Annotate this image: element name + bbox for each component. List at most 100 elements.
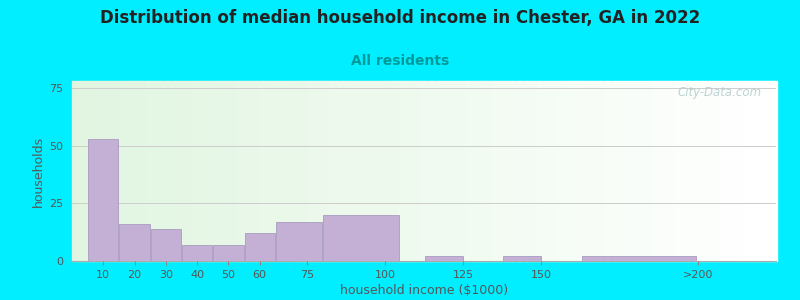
Bar — [540, 81, 544, 261]
Bar — [318, 81, 322, 261]
Bar — [562, 81, 566, 261]
Bar — [251, 81, 256, 261]
Bar — [512, 81, 516, 261]
Bar — [308, 81, 312, 261]
Bar — [614, 81, 618, 261]
Bar — [266, 81, 270, 261]
Bar — [530, 81, 534, 261]
Bar — [558, 81, 562, 261]
Bar — [406, 81, 410, 261]
Bar — [88, 139, 118, 261]
Bar — [329, 81, 333, 261]
Bar — [368, 81, 372, 261]
Bar — [603, 81, 608, 261]
Bar — [610, 81, 614, 261]
Bar — [590, 81, 594, 261]
Bar — [195, 81, 199, 261]
Bar — [695, 81, 699, 261]
Bar — [424, 81, 428, 261]
Bar — [758, 81, 762, 261]
Bar — [93, 81, 98, 261]
Bar — [262, 81, 266, 261]
Bar — [456, 81, 460, 261]
Bar — [459, 81, 463, 261]
Bar — [153, 81, 157, 261]
Bar — [110, 81, 115, 261]
Bar — [273, 81, 277, 261]
Bar — [100, 81, 104, 261]
Bar — [79, 81, 83, 261]
Bar — [466, 81, 470, 261]
Bar — [414, 81, 418, 261]
Bar — [762, 81, 766, 261]
Bar — [470, 81, 474, 261]
Bar — [565, 81, 569, 261]
Bar — [399, 81, 403, 261]
Bar — [533, 81, 538, 261]
Bar — [547, 81, 551, 261]
Bar — [139, 81, 143, 261]
Bar — [670, 81, 674, 261]
Bar — [660, 81, 664, 261]
Bar — [132, 81, 136, 261]
Bar — [445, 81, 450, 261]
Bar — [220, 81, 224, 261]
Bar — [713, 81, 717, 261]
Bar — [346, 81, 350, 261]
Bar — [357, 81, 362, 261]
Bar — [537, 81, 541, 261]
Bar — [146, 81, 150, 261]
Bar — [170, 81, 174, 261]
Bar — [425, 256, 462, 261]
Bar — [744, 81, 749, 261]
Bar — [269, 81, 274, 261]
Bar — [304, 81, 309, 261]
Bar — [575, 81, 579, 261]
Bar — [333, 81, 337, 261]
Bar — [502, 81, 506, 261]
Bar — [751, 81, 755, 261]
Bar — [75, 81, 80, 261]
Bar — [122, 81, 126, 261]
Bar — [213, 81, 217, 261]
Bar — [635, 81, 639, 261]
Bar — [484, 81, 488, 261]
Bar — [97, 81, 101, 261]
Bar — [653, 81, 657, 261]
Bar — [618, 81, 622, 261]
Bar — [509, 81, 513, 261]
Bar — [343, 81, 347, 261]
Bar — [678, 81, 682, 261]
Bar — [515, 81, 520, 261]
Bar — [298, 81, 302, 261]
Bar — [674, 81, 678, 261]
Bar — [202, 81, 206, 261]
Bar — [174, 81, 178, 261]
Bar — [638, 81, 643, 261]
Bar — [748, 81, 752, 261]
Bar — [491, 81, 495, 261]
Text: All residents: All residents — [351, 54, 449, 68]
Bar — [449, 81, 453, 261]
Bar — [104, 81, 108, 261]
Bar — [283, 81, 287, 261]
Bar — [234, 81, 238, 261]
Bar — [192, 81, 196, 261]
Bar — [498, 81, 502, 261]
Bar — [726, 81, 731, 261]
Bar — [421, 81, 425, 261]
Bar — [185, 81, 189, 261]
Bar — [480, 81, 485, 261]
Bar — [361, 81, 365, 261]
Bar — [72, 81, 76, 261]
Bar — [628, 81, 632, 261]
Bar — [276, 222, 322, 261]
Bar — [716, 81, 720, 261]
Bar — [227, 81, 231, 261]
Bar — [642, 81, 646, 261]
Bar — [607, 81, 611, 261]
Bar — [386, 81, 390, 261]
Bar — [290, 81, 294, 261]
Bar — [427, 81, 432, 261]
Bar — [125, 81, 129, 261]
